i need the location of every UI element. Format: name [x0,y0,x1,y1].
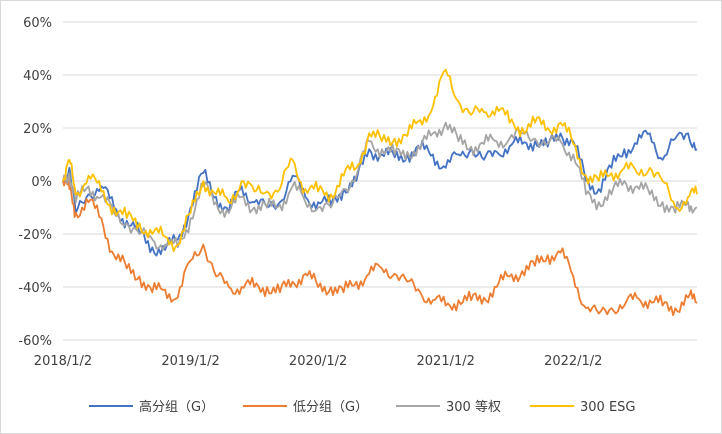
y-tick-label: 20% [23,122,52,137]
x-axis-ticks: 2018/1/2 2019/1/2 2020/1/2 2021/1/2 2022/1/2 [34,354,603,369]
y-tick-label: 0% [31,175,52,190]
x-tick-label: 2022/1/2 [544,354,602,369]
x-tick-label: 2018/1/2 [34,354,92,369]
series-lines [62,68,698,317]
legend-label-3: 300 ESG [580,400,636,415]
y-tick-label: -40% [18,281,52,296]
x-tick-label: 2020/1/2 [289,354,347,369]
legend: 高分组（G） 低分组（G） 300 等权 300 ESG [89,399,636,415]
x-tick-label: 2021/1/2 [417,354,475,369]
y-tick-label: 40% [23,69,52,84]
series-line-1 [62,177,698,317]
legend-label-2: 300 等权 [446,399,501,415]
x-tick-label: 2019/1/2 [161,354,219,369]
series-line-3 [62,68,698,253]
y-tick-label: -20% [18,228,52,243]
y-tick-label: -60% [18,334,52,349]
y-tick-label: 60% [23,16,52,31]
series-line-2 [62,121,698,251]
legend-label-1: 低分组（G） [293,400,368,415]
gridlines [63,21,697,341]
y-axis-ticks: -60% -40% -20% 0% 20% 40% 60% [18,16,52,349]
series-line-0 [62,129,698,257]
legend-label-0: 高分组（G） [139,399,214,415]
